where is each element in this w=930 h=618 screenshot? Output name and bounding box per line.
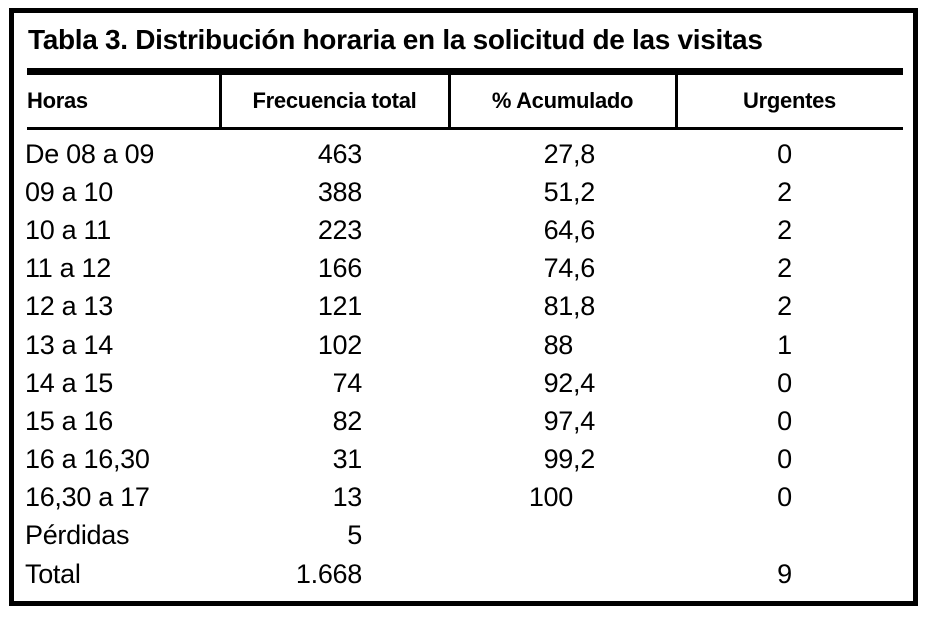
frequency-cell: 121 (317, 291, 362, 322)
urgent-cell: 2 (777, 214, 792, 245)
table-row: 12 a 13 121 81,8 2 (0, 288, 930, 326)
cumulative-integer-part: 51 (543, 176, 574, 207)
cumulative-cell: 27,8 (449, 135, 676, 173)
hours-cell: 13 a 14 (25, 329, 113, 360)
urgent-cell: 0 (777, 405, 792, 436)
table-title: Tabla 3. Distribución horaria en la soli… (28, 24, 763, 55)
table-outer-border (9, 8, 918, 606)
urgent-cell: 0 (777, 482, 792, 513)
column-header-frecuencia: Frecuencia total (252, 88, 417, 113)
table-row: De 08 a 09 463 27,8 0 (0, 135, 930, 173)
urgent-cell: 2 (777, 253, 792, 284)
table-row: 15 a 16 82 97,4 0 (0, 402, 930, 440)
table-row: 11 a 12 166 74,6 2 (0, 250, 930, 288)
table-header-row: Horas Frecuencia total % Acumulado Urgen… (0, 75, 930, 127)
cumulative-decimal-part: ,8 (573, 138, 595, 169)
hours-cell: 14 a 15 (25, 367, 113, 398)
header-divider (448, 75, 451, 127)
table-row: 14 a 15 74 92,4 0 (0, 364, 930, 402)
hours-cell: 16 a 16,30 (25, 444, 150, 475)
table-row: 10 a 11 223 64,6 2 (0, 211, 930, 249)
cumulative-cell (449, 555, 676, 593)
column-header-acumulado: % Acumulado (491, 88, 634, 113)
cumulative-decimal-part: ,2 (573, 176, 595, 207)
table-row: Pérdidas 5 (0, 517, 930, 555)
cumulative-cell: 88 (449, 326, 676, 364)
urgent-cell: 9 (777, 558, 792, 589)
cumulative-cell: 92,4 (449, 364, 676, 402)
frequency-cell: 31 (332, 444, 363, 475)
cumulative-integer-part: 92 (543, 367, 574, 398)
cumulative-cell: 81,8 (449, 288, 676, 326)
cumulative-integer-part: 74 (543, 253, 574, 284)
cumulative-cell: 100 (449, 479, 676, 517)
column-header-horas: Horas (27, 88, 88, 113)
table-body: De 08 a 09 463 27,8 0 09 a 10 388 51,2 2 10 a 11… (0, 135, 930, 593)
title-separator-rule (27, 68, 903, 75)
hours-cell: 11 a 12 (25, 253, 111, 284)
hours-cell: Total (25, 558, 81, 589)
cumulative-cell: 51,2 (449, 173, 676, 211)
frequency-cell: 1.668 (295, 558, 362, 589)
urgent-cell: 2 (777, 176, 792, 207)
cumulative-integer-part: 64 (543, 214, 574, 245)
cumulative-decimal-part: ,4 (573, 367, 595, 398)
table-row: 13 a 14 102 88 1 (0, 326, 930, 364)
cumulative-integer-part: 97 (543, 405, 574, 436)
urgent-cell: 2 (777, 291, 792, 322)
hours-cell: 12 a 13 (25, 291, 113, 322)
table-row: 16 a 16,30 31 99,2 0 (0, 441, 930, 479)
urgent-cell: 0 (777, 138, 792, 169)
cumulative-integer-part: 27 (543, 138, 574, 169)
hours-cell: 16,30 a 17 (25, 482, 150, 513)
cumulative-decimal-part: ,2 (573, 444, 595, 475)
cumulative-cell: 64,6 (449, 211, 676, 249)
cumulative-decimal-part: ,6 (573, 214, 595, 245)
hours-cell: 15 a 16 (25, 405, 113, 436)
hours-cell: Pérdidas (25, 520, 130, 551)
hours-cell: De 08 a 09 (25, 138, 155, 169)
frequency-cell: 223 (317, 214, 362, 245)
urgent-cell: 1 (777, 329, 792, 360)
cumulative-integer-part: 88 (543, 329, 574, 360)
cumulative-integer-part: 81 (543, 291, 574, 322)
urgent-cell: 0 (777, 444, 792, 475)
frequency-cell: 13 (332, 482, 363, 513)
frequency-cell: 82 (332, 405, 363, 436)
column-header-urgentes: Urgentes (743, 88, 836, 113)
frequency-cell: 166 (317, 253, 362, 284)
cumulative-integer-part: 100 (528, 482, 573, 513)
frequency-cell: 388 (317, 176, 362, 207)
table-row: 16,30 a 17 13 100 0 (0, 479, 930, 517)
cumulative-cell: 99,2 (449, 441, 676, 479)
cumulative-decimal-part: ,4 (573, 405, 595, 436)
frequency-cell: 5 (347, 520, 362, 551)
hours-cell: 09 a 10 (25, 176, 113, 207)
urgent-cell: 0 (777, 367, 792, 398)
header-separator-rule (27, 127, 903, 130)
hours-cell: 10 a 11 (25, 214, 111, 245)
table-row: 09 a 10 388 51,2 2 (0, 173, 930, 211)
header-divider (675, 75, 678, 127)
table-row: Total 1.668 9 (0, 555, 930, 593)
cumulative-decimal-part: ,8 (573, 291, 595, 322)
header-divider (219, 75, 222, 127)
urgent-cell (676, 517, 905, 555)
cumulative-decimal-part: ,6 (573, 253, 595, 284)
cumulative-integer-part: 99 (543, 444, 574, 475)
frequency-cell: 102 (317, 329, 362, 360)
cumulative-cell: 74,6 (449, 250, 676, 288)
frequency-cell: 74 (332, 367, 363, 398)
frequency-cell: 463 (317, 138, 362, 169)
cumulative-cell: 97,4 (449, 402, 676, 440)
cumulative-cell (449, 517, 676, 555)
